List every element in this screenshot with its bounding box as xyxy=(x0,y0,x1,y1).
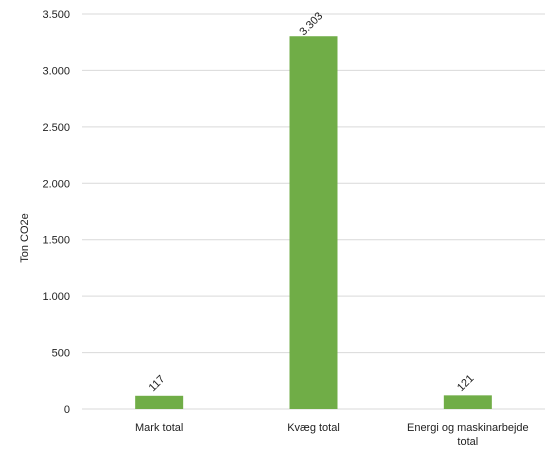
y-tick-label: 2.500 xyxy=(42,122,70,134)
bar xyxy=(289,36,338,410)
x-category-label: Energi og maskinarbejde total xyxy=(407,422,529,448)
y-tick-label: 1.000 xyxy=(42,291,70,303)
x-category-label: Mark total xyxy=(135,422,183,434)
y-axis-title: Ton CO2e xyxy=(19,213,31,263)
y-tick-label: 0 xyxy=(64,404,70,416)
bar xyxy=(135,395,184,409)
x-axis-categories: Mark total Kvæg total Energi og maskinarbe… xyxy=(135,422,529,448)
y-tick-label: 1.500 xyxy=(42,235,70,247)
y-tick-label: 3.000 xyxy=(42,65,70,77)
data-label: 117 xyxy=(147,373,168,394)
y-tick-label: 500 xyxy=(52,348,70,360)
x-category-label: Kvæg total xyxy=(287,422,340,434)
y-tick-label: 3.500 xyxy=(42,9,70,21)
bar xyxy=(443,395,492,409)
y-tick-label: 2.000 xyxy=(42,178,70,190)
y-axis-ticks: 0 500 1.000 1.500 2.000 2.500 3.000 3.500 xyxy=(42,9,70,416)
bars xyxy=(135,36,492,410)
data-label: 121 xyxy=(455,372,476,393)
